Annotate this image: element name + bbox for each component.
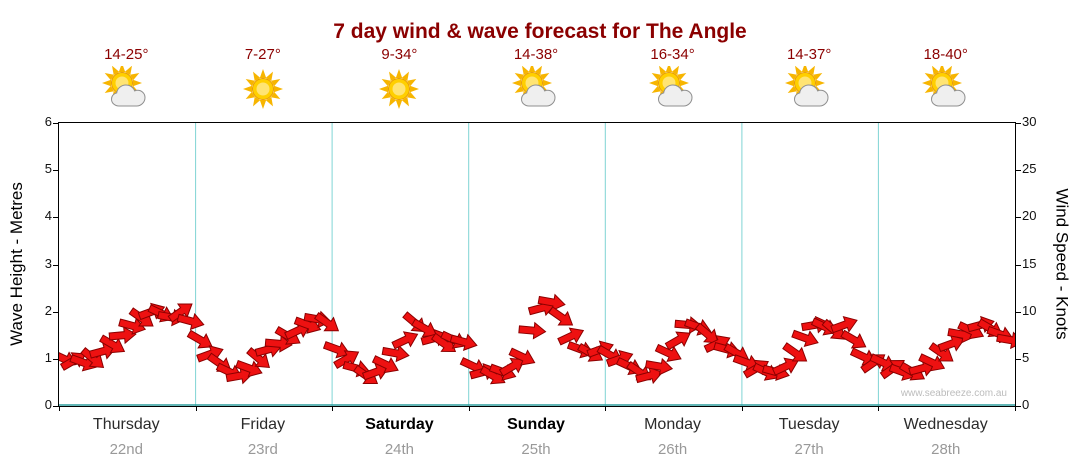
sun-cloud-icon [512, 63, 560, 112]
right-tick-mark [1016, 311, 1021, 313]
bottom-tick-mark [59, 407, 60, 411]
day-date: 24th [384, 441, 415, 458]
right-tick-label: 25 [1022, 161, 1037, 177]
right-tick-mark [1016, 358, 1021, 360]
bottom-tick-mark [605, 407, 607, 411]
temp-range: 7-27° [244, 46, 281, 63]
day-name: Friday [240, 416, 286, 433]
right-tick-label: 10 [1022, 302, 1037, 318]
day-name: Thursday [92, 416, 160, 433]
right-tick-label: 0 [1022, 397, 1030, 412]
plot-area: www.seabreeze.com.au [58, 122, 1016, 407]
sun-cloud-icon [102, 63, 150, 112]
bottom-tick-mark [741, 407, 743, 411]
bottom-tick-mark [195, 407, 197, 411]
left-tick-label: 2 [44, 302, 52, 318]
temp-range: 14-25° [104, 46, 149, 63]
temp-range: 9-34° [381, 46, 418, 63]
sun-cloud-icon [785, 63, 833, 112]
temp-range: 14-37° [786, 46, 832, 63]
left-tick-mark [53, 170, 58, 172]
left-tick-label: 3 [44, 255, 52, 271]
right-tick-mark [1016, 406, 1021, 407]
sun-icon [375, 66, 423, 112]
right-tick-mark [1016, 264, 1021, 266]
right-tick-mark [1016, 123, 1021, 124]
left-tick-label: 6 [44, 114, 52, 129]
temp-range: 18-40° [923, 46, 968, 63]
left-tick-label: 1 [44, 349, 52, 365]
left-tick-mark [53, 264, 58, 266]
day-name: Saturday [365, 416, 434, 433]
sun-cloud-icon [648, 63, 697, 112]
bottom-tick-mark [1015, 407, 1016, 411]
right-tick-label: 20 [1022, 208, 1037, 224]
day-name: Sunday [507, 416, 565, 433]
bottom-tick-mark [332, 407, 334, 411]
right-tick-label: 15 [1022, 255, 1037, 271]
sun-icon [239, 66, 287, 112]
sun-cloud-icon [921, 63, 970, 112]
day-date: 26th [657, 441, 688, 458]
left-tick-mark [53, 311, 58, 313]
day-date: 25th [521, 441, 551, 458]
day-date: 23rd [247, 441, 278, 458]
temp-range: 14-38° [513, 46, 559, 63]
left-tick-mark [53, 217, 58, 219]
day-date: 22nd [109, 441, 143, 458]
right-tick-label: 5 [1022, 349, 1030, 365]
day-name: Wednesday [903, 416, 988, 433]
chart-title: 7 day wind & wave forecast for The Angle [333, 20, 747, 44]
temp-range: 16-34° [650, 46, 695, 63]
wind-arrows-chart [59, 123, 1015, 406]
day-name: Monday [644, 416, 702, 433]
bottom-tick-mark [468, 407, 470, 411]
bottom-tick-mark [878, 407, 880, 411]
day-date: 28th [931, 441, 961, 458]
left-tick-mark [53, 406, 58, 407]
day-date: 27th [794, 441, 824, 458]
day-name: Tuesday [778, 416, 840, 433]
left-tick-label: 5 [44, 161, 52, 177]
left-tick-label: 4 [44, 208, 52, 224]
right-tick-mark [1016, 217, 1021, 219]
left-tick-mark [53, 123, 58, 124]
right-tick-label: 30 [1022, 114, 1037, 129]
left-tick-mark [53, 358, 58, 360]
left-tick-label: 0 [44, 397, 52, 412]
right-tick-mark [1016, 170, 1021, 172]
watermark: www.seabreeze.com.au [900, 388, 1007, 399]
